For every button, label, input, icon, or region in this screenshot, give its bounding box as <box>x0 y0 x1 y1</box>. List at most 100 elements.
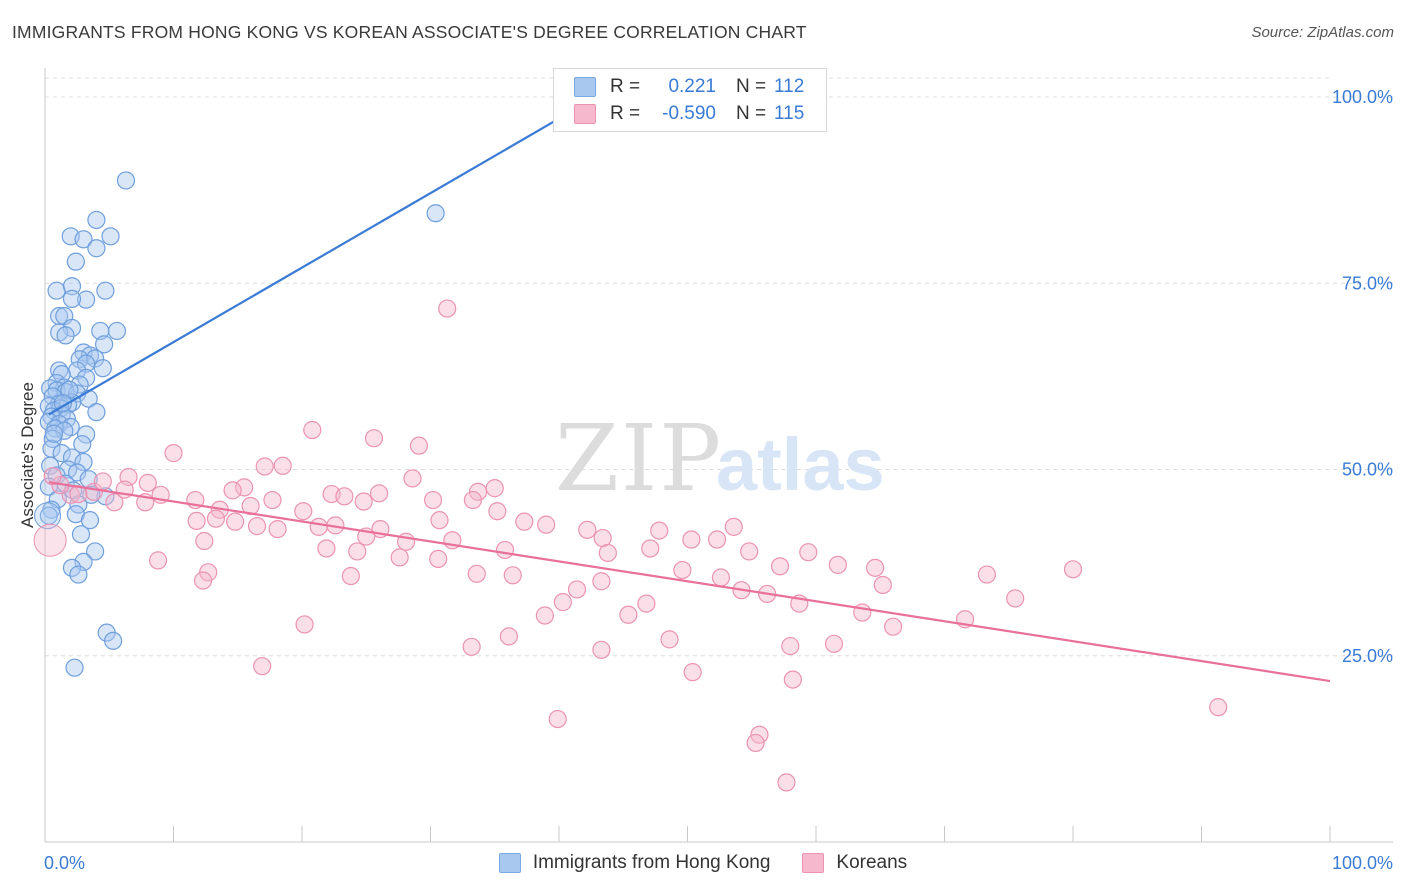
point-1-85 <box>535 606 554 625</box>
point-0-30 <box>77 368 96 387</box>
point-1-16 <box>335 487 354 506</box>
point-1-74 <box>592 572 611 591</box>
point-0-55 <box>77 425 96 444</box>
point-0-64 <box>68 463 87 482</box>
point-1-77 <box>567 580 587 599</box>
point-1-89 <box>592 640 611 659</box>
point-1-68 <box>799 543 818 562</box>
point-1-105 <box>1209 698 1228 717</box>
point-1-19 <box>423 490 443 510</box>
legend-n-value: 112 <box>774 76 805 97</box>
point-1-10 <box>235 478 254 497</box>
point-1-62 <box>429 549 448 569</box>
point-1-103 <box>746 733 765 753</box>
point-1-91 <box>781 636 800 656</box>
point-1-58 <box>148 551 168 570</box>
point-0-81 <box>69 565 88 584</box>
point-1-35 <box>294 502 313 521</box>
point-1-99 <box>683 663 702 682</box>
x-tick-label-min: 0.0% <box>44 853 85 873</box>
point-1-88 <box>660 630 679 649</box>
point-0-61 <box>74 452 93 472</box>
point-0-5 <box>74 230 93 249</box>
legend-r-label: R = <box>610 103 641 124</box>
point-0-17 <box>107 321 127 341</box>
point-1-87 <box>499 627 518 646</box>
point-1-96 <box>1006 589 1025 608</box>
point-1-48 <box>650 521 669 540</box>
point-1-84 <box>553 593 572 612</box>
point-0-29 <box>52 365 71 384</box>
point-1-21 <box>263 490 282 510</box>
point-1-90 <box>462 637 481 656</box>
point-1-93 <box>883 617 903 636</box>
legend-n-value: 115 <box>774 103 805 124</box>
point-1-34 <box>488 502 507 521</box>
point-0-6 <box>87 239 106 258</box>
point-1-67 <box>770 557 790 576</box>
point-1-2 <box>364 429 384 448</box>
point-0-12 <box>62 289 82 308</box>
trend-line-0 <box>48 113 566 416</box>
point-0-46 <box>87 403 106 422</box>
point-1-83 <box>619 605 638 624</box>
point-0-25 <box>77 354 96 373</box>
legend-row-koreans: R = -0.590 N = 115 <box>574 101 804 127</box>
legend-swatch-blue <box>498 853 521 873</box>
legend-n-label: N = <box>736 76 767 97</box>
point-1-6 <box>273 456 292 475</box>
point-1-104 <box>777 773 796 792</box>
point-1-53 <box>317 539 336 558</box>
point-1-50 <box>682 530 701 549</box>
point-0-19 <box>56 326 75 345</box>
legend-r-label: R = <box>610 76 641 97</box>
point-1-63 <box>495 540 515 560</box>
watermark-atlas: atlas <box>716 423 885 506</box>
series-koreans-points <box>33 299 1228 792</box>
point-1-37 <box>206 509 226 528</box>
point-1-100 <box>783 670 802 689</box>
point-1-13 <box>485 479 504 498</box>
point-1-20 <box>354 492 373 511</box>
point-1-51 <box>707 530 727 549</box>
y-tick-label: 25.0% <box>1342 646 1393 666</box>
point-0-88 <box>82 485 101 504</box>
source-label: Source: ZipAtlas.com <box>1251 24 1394 41</box>
point-1-22 <box>105 493 124 512</box>
point-1-47 <box>578 520 597 539</box>
point-1-69 <box>828 555 847 574</box>
chart-title: IMMIGRANTS FROM HONG KONG VS KOREAN ASSO… <box>12 22 807 42</box>
point-1-40 <box>268 519 287 539</box>
point-0-1 <box>426 204 445 223</box>
point-1-30 <box>93 472 112 491</box>
point-1-36 <box>187 511 206 531</box>
point-0-7 <box>66 252 85 271</box>
legend-item-hong-kong[interactable]: Immigrants from Hong Kong <box>498 852 770 874</box>
point-0-62 <box>41 456 60 475</box>
point-0-20 <box>95 335 114 354</box>
point-1-92 <box>824 634 844 653</box>
point-0-59 <box>52 444 71 463</box>
point-1-98 <box>253 657 272 676</box>
point-1-45 <box>515 512 534 531</box>
point-0-13 <box>50 306 69 326</box>
point-0-24 <box>86 349 105 368</box>
point-1-75 <box>673 560 692 580</box>
point-1-107 <box>873 575 892 595</box>
point-1-72 <box>467 564 486 583</box>
point-0-57 <box>73 435 92 454</box>
series-hong-kong-points <box>34 171 445 677</box>
point-0-11 <box>77 290 96 309</box>
point-0-8 <box>47 281 66 300</box>
legend-swatch-blue <box>574 77 596 97</box>
legend-row-hong-kong: R = 0.221 N = 112 <box>574 74 804 100</box>
point-1-1 <box>303 420 322 440</box>
point-0-77 <box>71 525 91 544</box>
point-0-75 <box>80 511 100 530</box>
trend-line-1 <box>48 481 1331 683</box>
point-1-44 <box>430 511 449 530</box>
point-1-101 <box>548 709 567 729</box>
point-0-78 <box>86 542 105 561</box>
tick-labels: 100.0% 75.0% 50.0% 25.0% 0.0% 100.0% <box>44 87 1393 873</box>
legend-item-koreans[interactable]: Koreans <box>802 852 907 874</box>
